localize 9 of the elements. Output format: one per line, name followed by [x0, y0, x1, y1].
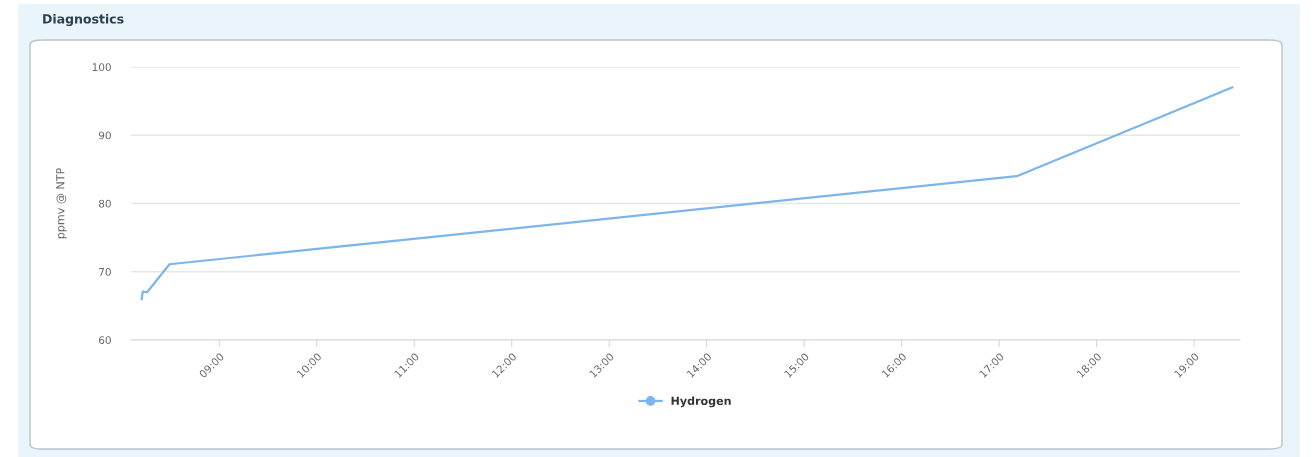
y-tick-label: 60: [99, 336, 111, 345]
y-tick-label: 90: [98, 131, 111, 140]
y-tick-label: 80: [99, 199, 111, 208]
y-tick-label: 100: [92, 63, 111, 72]
line-series: [140, 86, 1234, 301]
legend-label: Hydrogen: [671, 396, 731, 408]
chart-title: Diagnostics: [43, 13, 124, 27]
y-tick-label: 70: [99, 267, 111, 276]
y-axis-title: ppmv @ NTP: [56, 168, 67, 239]
